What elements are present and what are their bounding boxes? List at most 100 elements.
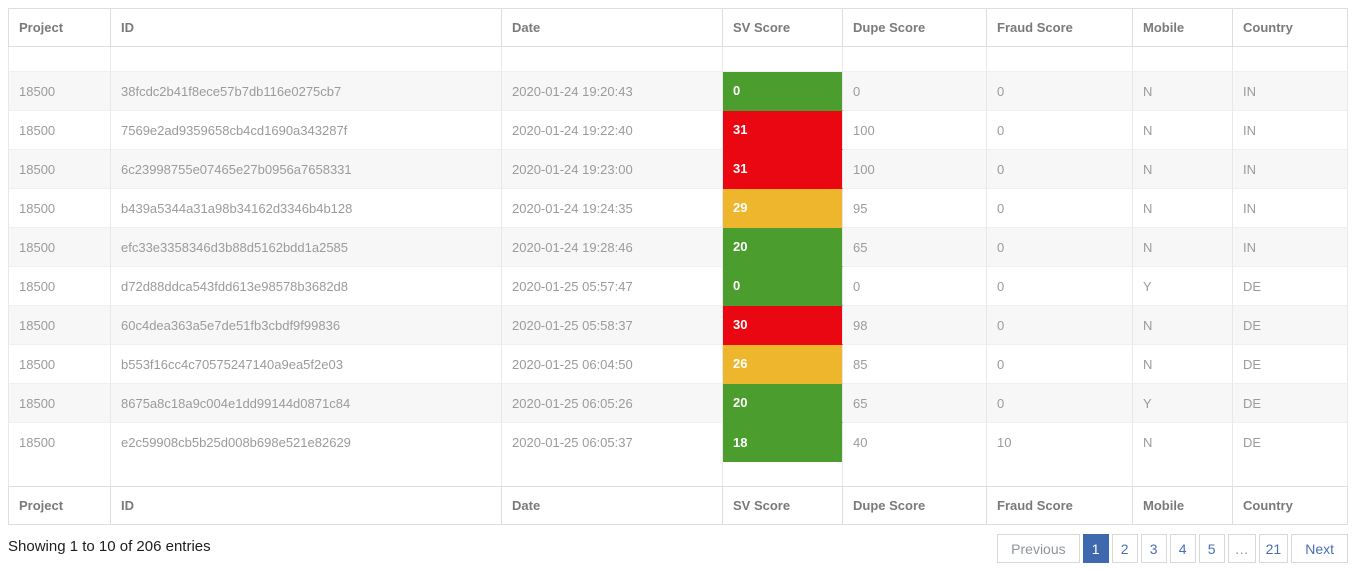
cell-fraud-score: 0: [987, 306, 1133, 345]
cell-id: 7569e2ad9359658cb4cd1690a343287f: [111, 111, 502, 150]
cell-project: 18500: [8, 111, 111, 150]
table-row: 18500 38fcdc2b41f8ece57b7db116e0275cb7 202…: [8, 72, 1348, 111]
cell-sv-score: 30: [723, 306, 843, 345]
cell-country: IN: [1233, 189, 1348, 228]
cell-date: 2020-01-25 06:05:37: [502, 423, 723, 487]
cell-country: IN: [1233, 150, 1348, 189]
cell-date: 2020-01-24 19:20:43: [502, 72, 723, 111]
footer-header-cell-fraud-score: Fraud Score: [987, 487, 1133, 525]
cell-sv-score: 31: [723, 111, 843, 150]
cell-date: 2020-01-25 06:04:50: [502, 345, 723, 384]
pagination-page-2[interactable]: 2: [1111, 534, 1138, 563]
footer-header-cell-dupe-score: Dupe Score: [843, 487, 987, 525]
cell-dupe-score: 0: [843, 72, 987, 111]
sv-score-badge: 0: [723, 72, 842, 110]
cell-dupe-score: 65: [843, 384, 987, 423]
table-header: Project ID Date SV Score Dupe Score Frau…: [8, 8, 1348, 47]
footer-header-cell-project: Project: [8, 487, 111, 525]
cell-fraud-score: 0: [987, 72, 1133, 111]
pagination-page-21[interactable]: 21: [1258, 534, 1289, 563]
pagination-page-3[interactable]: 3: [1140, 534, 1167, 563]
cell-id: efc33e3358346d3b88d5162bdd1a2585: [111, 228, 502, 267]
cell-fraud-score: 0: [987, 111, 1133, 150]
pagination-next-button[interactable]: Next: [1291, 534, 1348, 563]
sv-score-badge: 31: [723, 150, 842, 188]
cell-dupe-score: 95: [843, 189, 987, 228]
table-row: 18500 6c23998755e07465e27b0956a7658331 202…: [8, 150, 1348, 189]
empty-row: [8, 47, 1348, 72]
sv-score-badge: 20: [723, 228, 842, 266]
cell-id: 60c4dea363a5e7de51fb3cbdf9f99836: [111, 306, 502, 345]
cell-fraud-score: 0: [987, 345, 1133, 384]
cell-fraud-score: 0: [987, 228, 1133, 267]
cell-project: 18500: [8, 267, 111, 306]
sv-score-badge: 31: [723, 111, 842, 149]
sv-score-badge: 29: [723, 189, 842, 227]
cell-project: 18500: [8, 306, 111, 345]
header-cell-fraud-score: Fraud Score: [987, 8, 1133, 47]
cell-country: DE: [1233, 384, 1348, 423]
cell-sv-score: 18: [723, 423, 843, 487]
data-table-container: Project ID Date SV Score Dupe Score Frau…: [8, 8, 1348, 525]
cell-mobile: N: [1133, 72, 1233, 111]
footer-header-cell-date: Date: [502, 487, 723, 525]
pagination-page-5[interactable]: 5: [1198, 534, 1225, 563]
sv-score-badge: 0: [723, 267, 842, 305]
table-row: 18500 e2c59908cb5b25d008b698e521e82629 202…: [8, 423, 1348, 487]
cell-id: 38fcdc2b41f8ece57b7db116e0275cb7: [111, 72, 502, 111]
cell-dupe-score: 0: [843, 267, 987, 306]
cell-fraud-score: 0: [987, 150, 1133, 189]
header-cell-id: ID: [111, 8, 502, 47]
sv-score-badge: 26: [723, 345, 842, 383]
empty-cell: [843, 47, 987, 72]
cell-sv-score: 0: [723, 267, 843, 306]
table-row: 18500 b439a5344a31a98b34162d3346b4b128 202…: [8, 189, 1348, 228]
cell-dupe-score: 65: [843, 228, 987, 267]
entries-info: Showing 1 to 10 of 206 entries: [8, 538, 211, 555]
table-row: 18500 b553f16cc4c70575247140a9ea5f2e03 202…: [8, 345, 1348, 384]
cell-dupe-score: 98: [843, 306, 987, 345]
pagination-page-4[interactable]: 4: [1169, 534, 1196, 563]
empty-cell: [111, 47, 502, 72]
cell-project: 18500: [8, 189, 111, 228]
empty-cell: [502, 47, 723, 72]
pagination: Previous 1 2 3 4 5… 21 Next: [997, 534, 1348, 563]
empty-cell: [1133, 47, 1233, 72]
cell-mobile: Y: [1133, 267, 1233, 306]
empty-cell: [8, 47, 111, 72]
table-row: 18500 8675a8c18a9c004e1dd99144d0871c84 202…: [8, 384, 1348, 423]
cell-mobile: Y: [1133, 384, 1233, 423]
footer-header-cell-id: ID: [111, 487, 502, 525]
pagination-pages: 1 2 3 4 5… 21: [1082, 534, 1289, 563]
header-cell-sv-score: SV Score: [723, 8, 843, 47]
pagination-ellipsis: …: [1227, 534, 1256, 563]
cell-project: 18500: [8, 150, 111, 189]
header-row: Project ID Date SV Score Dupe Score Frau…: [8, 8, 1348, 47]
table-row: 18500 d72d88ddca543fdd613e98578b3682d8 202…: [8, 267, 1348, 306]
pagination-previous-button[interactable]: Previous: [997, 534, 1080, 563]
cell-country: DE: [1233, 306, 1348, 345]
table-row: 18500 7569e2ad9359658cb4cd1690a343287f 202…: [8, 111, 1348, 150]
cell-date: 2020-01-24 19:23:00: [502, 150, 723, 189]
cell-date: 2020-01-25 06:05:26: [502, 384, 723, 423]
table-footer-header: Project ID Date SV Score Dupe Score Frau…: [8, 487, 1348, 525]
cell-sv-score: 29: [723, 189, 843, 228]
sv-score-badge: 20: [723, 384, 842, 422]
cell-project: 18500: [8, 423, 111, 487]
cell-id: e2c59908cb5b25d008b698e521e82629: [111, 423, 502, 487]
cell-date: 2020-01-24 19:28:46: [502, 228, 723, 267]
cell-sv-score: 20: [723, 228, 843, 267]
header-cell-date: Date: [502, 8, 723, 47]
cell-dupe-score: 100: [843, 150, 987, 189]
cell-country: IN: [1233, 72, 1348, 111]
cell-country: DE: [1233, 267, 1348, 306]
table-row: 18500 60c4dea363a5e7de51fb3cbdf9f99836 202…: [8, 306, 1348, 345]
cell-project: 18500: [8, 72, 111, 111]
pagination-page-1[interactable]: 1: [1082, 534, 1109, 563]
footer-header-cell-mobile: Mobile: [1133, 487, 1233, 525]
cell-mobile: N: [1133, 228, 1233, 267]
cell-fraud-score: 0: [987, 189, 1133, 228]
cell-fraud-score: 0: [987, 384, 1133, 423]
cell-fraud-score: 10: [987, 423, 1133, 487]
table-body: 18500 38fcdc2b41f8ece57b7db116e0275cb7 202…: [8, 47, 1348, 487]
